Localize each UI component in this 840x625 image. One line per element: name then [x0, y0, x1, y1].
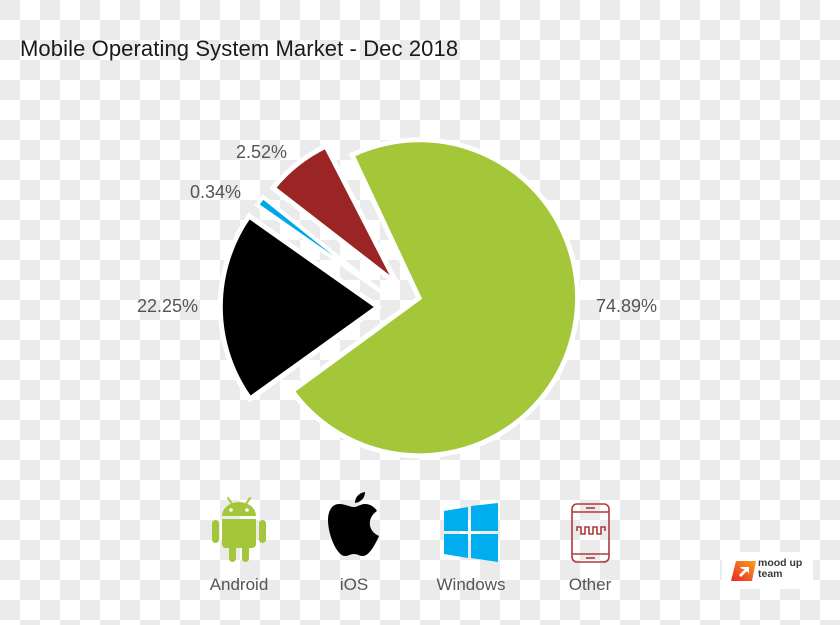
legend-label-other: Other: [568, 575, 612, 594]
chart-title: Mobile Operating System Market - Dec 201…: [20, 36, 459, 61]
legend-item-other: Other: [535, 490, 645, 594]
phone-icon: [571, 503, 610, 563]
legend-item-ios: iOS: [299, 490, 409, 594]
label-ios-pct: 22.25%: [137, 296, 199, 316]
badge-line-2: team: [758, 568, 783, 580]
label-android-pct: 74.89%: [596, 296, 658, 316]
label-windows-pct: 0.34%: [190, 182, 242, 202]
android-robot-icon: [212, 497, 266, 562]
apple-icon: [328, 492, 379, 556]
legend-item-windows: Windows: [416, 490, 526, 594]
badge-line-1: mood up: [758, 557, 803, 569]
slice-android: [288, 137, 581, 459]
windows-icon: [444, 503, 498, 562]
badge-text: mood up team: [758, 558, 802, 580]
legend-label-android: Android: [209, 575, 269, 594]
legend-label-ios: iOS: [339, 575, 369, 594]
slice-other: [269, 142, 400, 286]
slice-windows: [254, 194, 385, 295]
slice-ios: [217, 212, 383, 403]
legend-label-windows: Windows: [436, 575, 506, 594]
mood-up-team-badge: mood up team: [722, 552, 813, 589]
label-other-pct: 2.52%: [236, 142, 288, 162]
mood-up-logo-icon: [731, 561, 756, 581]
legend-item-android: Android: [184, 490, 294, 594]
